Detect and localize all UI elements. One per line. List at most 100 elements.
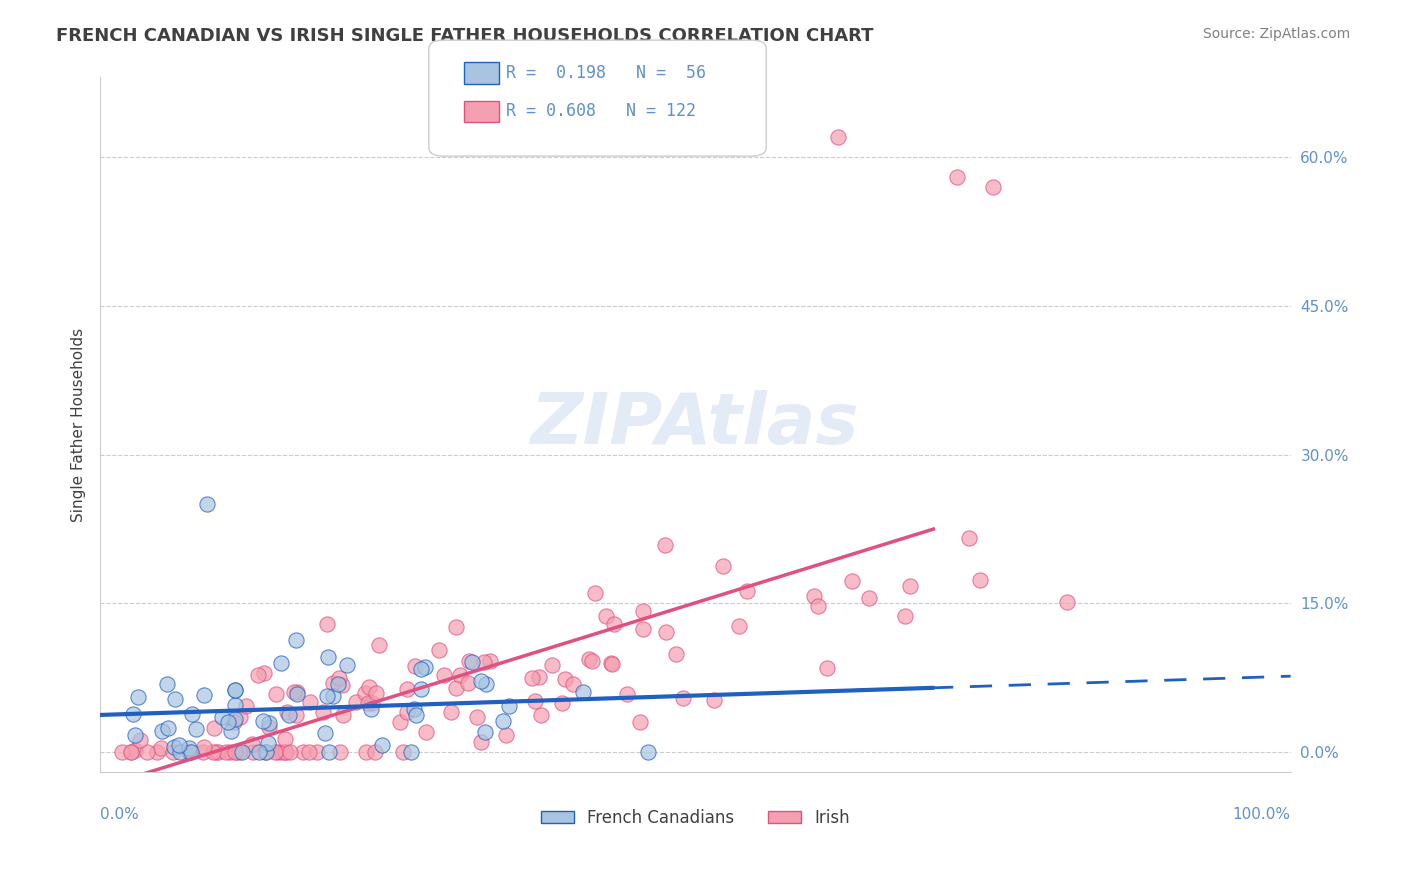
Point [472, 655, 495, 669]
Point [278, 708, 301, 723]
Point [603, 617, 626, 632]
Point [224, 712, 246, 726]
Point [274, 732, 297, 747]
Point [405, 707, 427, 722]
Point [228, 745, 250, 759]
Point [665, 647, 688, 661]
Point [396, 705, 419, 719]
Point [413, 659, 436, 673]
Point [392, 745, 415, 759]
Point [224, 682, 246, 697]
Point [898, 578, 921, 592]
Point [360, 702, 382, 716]
Point [478, 654, 501, 668]
Point [314, 725, 336, 739]
Point [475, 676, 498, 690]
Point [457, 654, 479, 668]
Point [307, 745, 329, 759]
Point [195, 497, 218, 511]
Point [224, 683, 246, 698]
Point [247, 668, 270, 682]
Point [298, 745, 321, 759]
Point [427, 643, 450, 657]
Point [415, 725, 437, 739]
Point [217, 714, 239, 729]
Point [440, 705, 463, 719]
Point [180, 707, 202, 722]
Point [193, 688, 215, 702]
Point [292, 745, 315, 759]
Point [495, 728, 517, 742]
Point [111, 745, 134, 759]
Point [530, 707, 553, 722]
Text: FRENCH CANADIAN VS IRISH SINGLE FATHER HOUSEHOLDS CORRELATION CHART: FRENCH CANADIAN VS IRISH SINGLE FATHER H… [56, 27, 873, 45]
Point [264, 745, 287, 759]
Point [283, 684, 305, 698]
Point [395, 682, 418, 697]
Point [224, 745, 246, 759]
Point [322, 676, 344, 690]
Point [562, 677, 585, 691]
Point [540, 657, 562, 672]
Point [446, 681, 468, 695]
Point [259, 715, 281, 730]
Point [284, 707, 307, 722]
Point [326, 677, 349, 691]
Point [120, 745, 142, 759]
Point [252, 714, 274, 728]
Point [193, 739, 215, 754]
Point [527, 670, 550, 684]
Point [581, 654, 603, 668]
Point [367, 638, 389, 652]
Point [285, 685, 308, 699]
Text: R = 0.608   N = 122: R = 0.608 N = 122 [506, 103, 696, 120]
Point [315, 690, 337, 704]
Point [180, 745, 202, 759]
Point [411, 661, 433, 675]
Point [637, 745, 659, 759]
Legend: French Canadians, Irish: French Canadians, Irish [534, 802, 856, 833]
Point [402, 702, 425, 716]
Point [330, 678, 353, 692]
Point [184, 722, 207, 736]
Point [214, 745, 236, 759]
Point [815, 661, 838, 675]
Point [222, 715, 245, 730]
Point [433, 668, 456, 682]
Point [631, 623, 654, 637]
Point [179, 745, 201, 759]
Point [523, 694, 546, 708]
Point [628, 715, 651, 730]
Point [893, 608, 915, 623]
Point [225, 745, 247, 759]
Point [363, 745, 385, 759]
Point [470, 734, 492, 748]
Point [446, 620, 468, 634]
Point [242, 745, 264, 759]
Text: R =  0.198   N =  56: R = 0.198 N = 56 [506, 64, 706, 82]
Point [298, 695, 321, 709]
Point [155, 677, 177, 691]
Point [122, 707, 145, 722]
Point [124, 743, 146, 757]
Point [492, 714, 515, 729]
Point [229, 710, 252, 724]
Point [145, 745, 167, 759]
Point [150, 723, 173, 738]
Point [156, 722, 179, 736]
Point [389, 714, 412, 729]
Point [204, 745, 226, 759]
Point [672, 690, 695, 705]
Point [270, 656, 292, 670]
Point [498, 698, 520, 713]
Point [179, 740, 201, 755]
Point [271, 745, 294, 759]
Text: 0.0%: 0.0% [100, 806, 139, 822]
Point [371, 739, 394, 753]
Point [163, 739, 186, 754]
Point [257, 720, 280, 734]
Point [461, 655, 484, 669]
Point [284, 632, 307, 647]
Point [135, 745, 157, 759]
Point [361, 696, 384, 710]
